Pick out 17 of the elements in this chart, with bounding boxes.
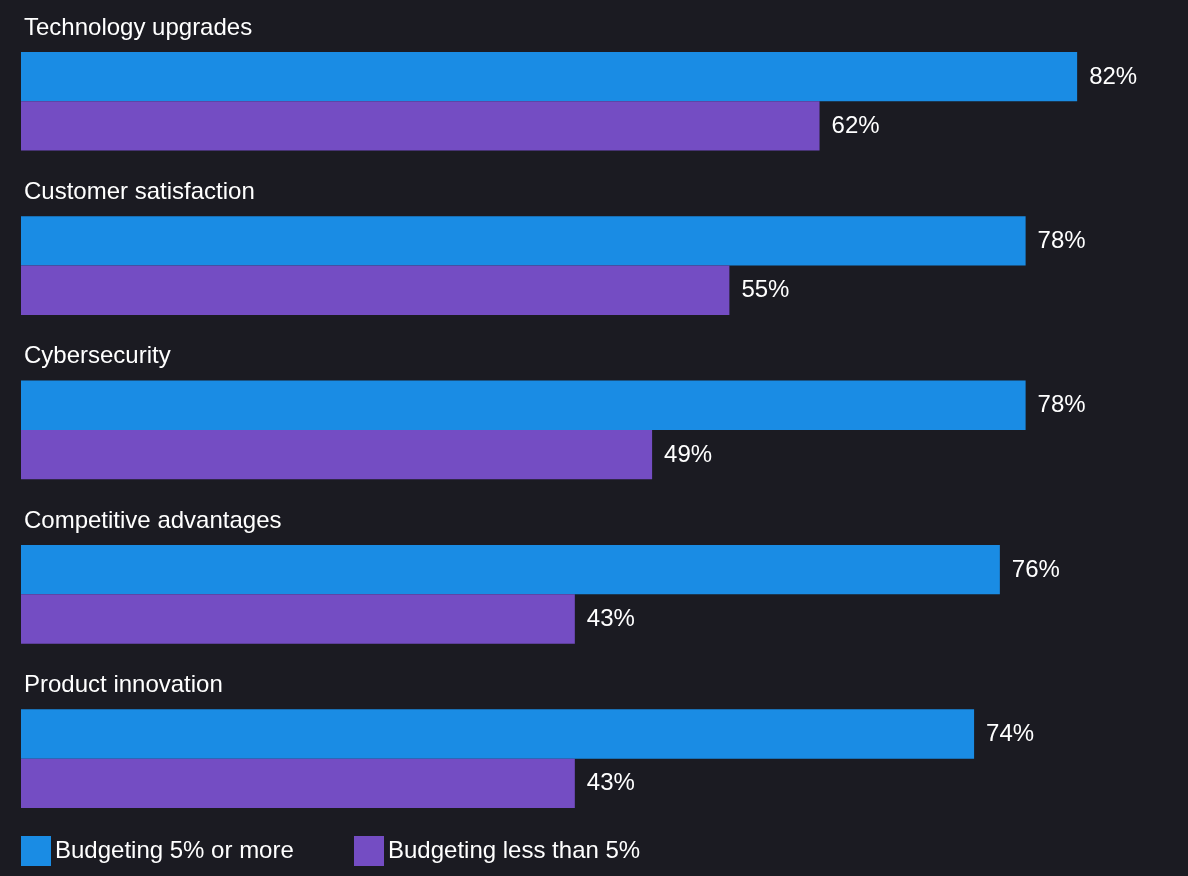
y-tick-label: Competitive advantages — [24, 505, 282, 533]
data-label: 62% — [831, 110, 880, 138]
legend-label: Budgeting less than 5% — [388, 836, 641, 863]
y-tick-label: Customer satisfaction — [24, 177, 255, 205]
y-tick-label: Product innovation — [24, 670, 223, 698]
data-label: 78% — [1037, 390, 1086, 418]
legend-label: Budgeting 5% or more — [55, 836, 294, 863]
y-tick-label: Technology upgrades — [24, 12, 253, 40]
data-label: 43% — [586, 604, 635, 632]
data-label: 49% — [664, 439, 713, 467]
data-label: 82% — [1089, 61, 1138, 89]
data-label: 74% — [986, 719, 1035, 747]
data-label: 43% — [586, 768, 635, 796]
data-label: 76% — [1011, 554, 1060, 582]
data-label: 78% — [1037, 225, 1086, 253]
data-label: 55% — [741, 275, 790, 303]
y-tick-label: Cybersecurity — [24, 341, 171, 369]
